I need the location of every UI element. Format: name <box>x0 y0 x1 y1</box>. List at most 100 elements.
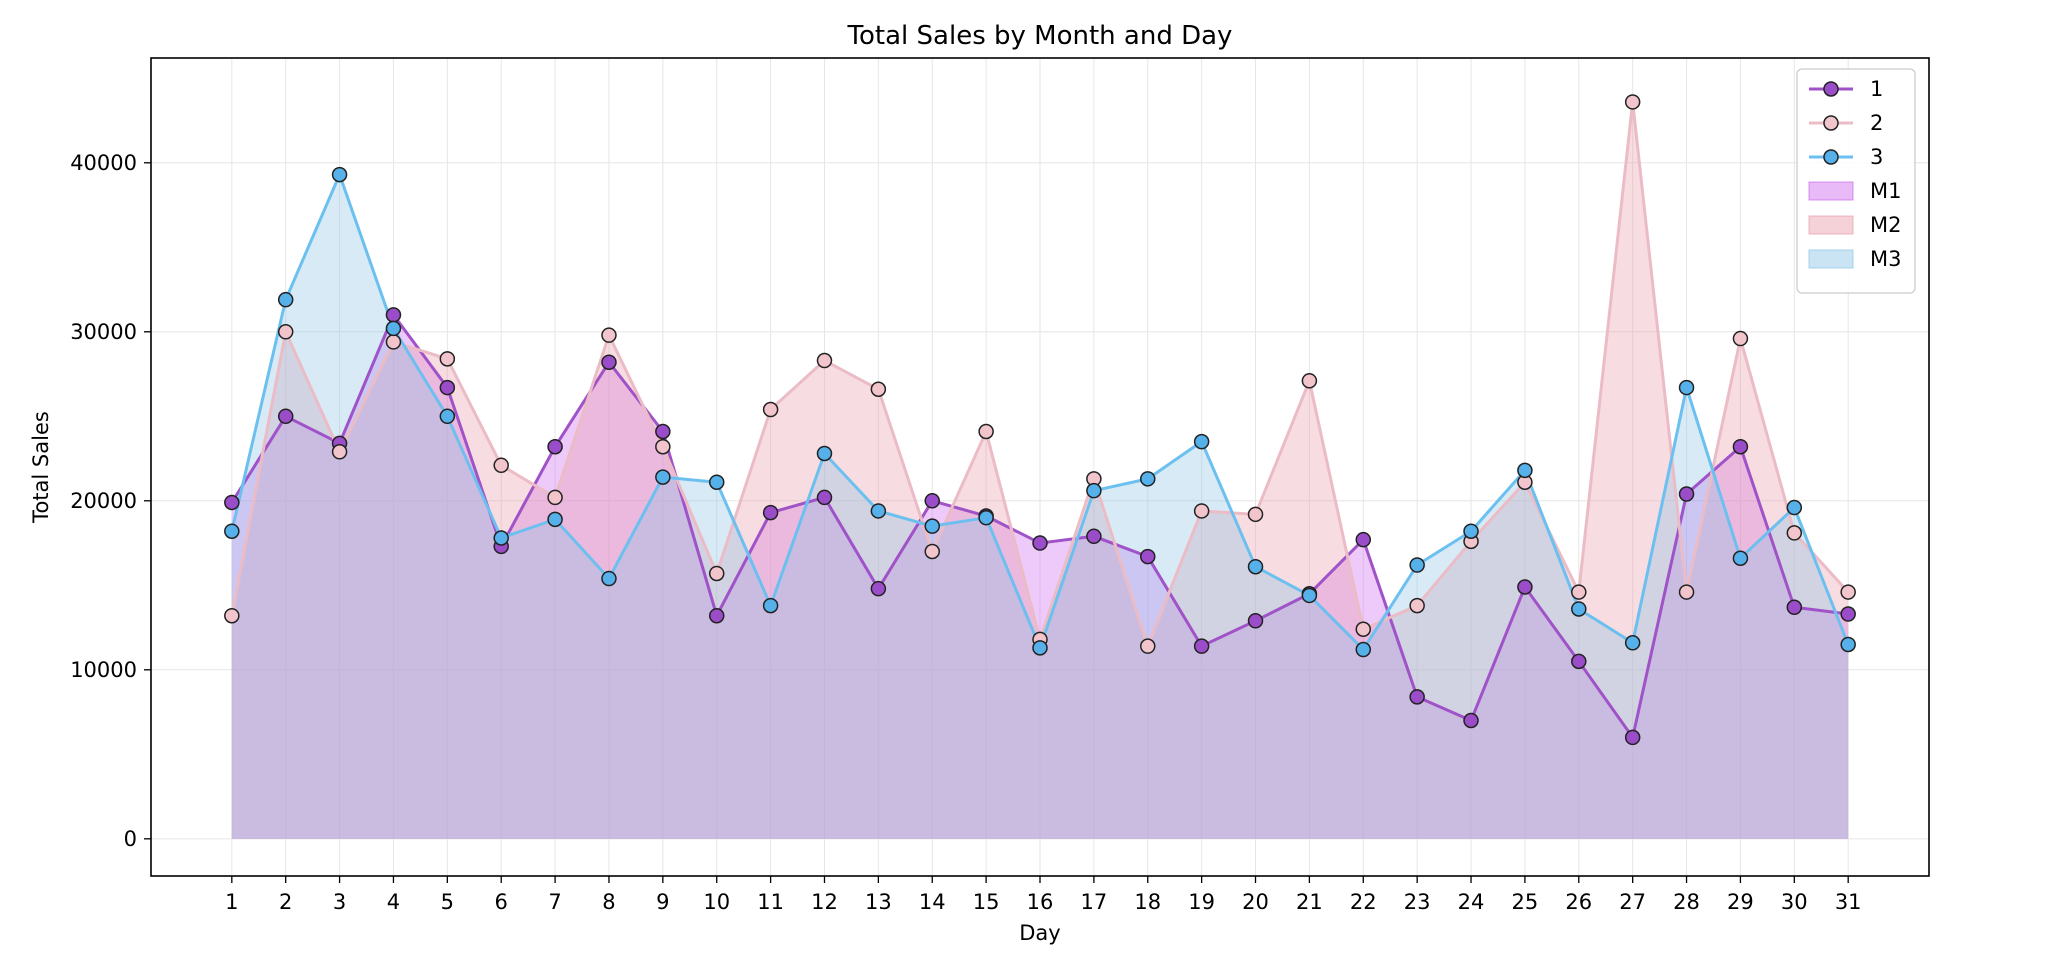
x-tick-label: 21 <box>1296 890 1323 914</box>
data-point-series-3 <box>655 469 671 485</box>
data-point-series-3 <box>1247 558 1264 575</box>
x-tick-label: 25 <box>1512 890 1539 914</box>
data-point-series-2 <box>924 543 940 560</box>
x-tick-label: 29 <box>1727 890 1754 914</box>
legend-label-fill-M3: M3 <box>1870 247 1901 271</box>
data-point-series-2 <box>1301 373 1318 389</box>
data-point-series-3 <box>1032 640 1048 656</box>
chart-title: Total Sales by Month and Day <box>847 21 1233 51</box>
x-tick-label: 19 <box>1188 890 1215 914</box>
data-point-series-2 <box>493 457 509 474</box>
legend-fill-swatch <box>1808 181 1854 201</box>
legend-marker-swatch <box>1823 149 1839 165</box>
x-tick-label: 15 <box>973 890 1000 914</box>
data-point-series-2 <box>655 438 671 455</box>
data-point-series-2 <box>762 401 779 418</box>
data-point-series-3 <box>1086 482 1102 499</box>
data-point-series-1 <box>1517 579 1533 595</box>
data-point-series-1 <box>924 493 940 509</box>
x-axis-title: Day <box>1019 921 1060 945</box>
data-point-series-3 <box>1624 635 1641 651</box>
data-point-series-2 <box>1140 638 1156 654</box>
data-point-series-1 <box>1840 606 1856 622</box>
data-point-series-1 <box>708 607 725 624</box>
x-tick-label: 26 <box>1565 890 1592 914</box>
data-point-series-3 <box>439 408 456 425</box>
tick-layer: 1 2 3 4 5 6 7 8 9 10 11 12 13 14 15 16 17 18 19 20 21 22 23 24 2… <box>70 151 1861 914</box>
data-point-series-2 <box>601 327 617 343</box>
data-point-series-2 <box>277 324 294 340</box>
data-point-series-1 <box>1786 599 1803 616</box>
data-point-series-3 <box>1355 641 1372 658</box>
x-tick-label: 18 <box>1134 890 1161 914</box>
data-point-series-2 <box>385 334 402 350</box>
x-tick-label: 30 <box>1781 890 1808 914</box>
data-point-series-3 <box>277 291 294 308</box>
data-point-series-2 <box>1732 330 1749 347</box>
y-tick-label: 0 <box>124 827 137 851</box>
marker-layer <box>224 94 1856 746</box>
data-point-series-1 <box>1624 729 1641 746</box>
legend: 1 2 3 M1 M2 M3 <box>1796 68 1916 294</box>
data-point-series-2 <box>547 489 563 506</box>
data-point-series-3 <box>762 597 779 614</box>
legend-label-series-3: 3 <box>1870 145 1883 169</box>
y-tick-label: 20000 <box>70 489 137 513</box>
legend-fill-swatch <box>1808 249 1854 269</box>
data-point-series-1 <box>1247 613 1264 629</box>
data-point-series-3 <box>331 166 348 183</box>
data-point-series-3 <box>1140 471 1156 487</box>
x-tick-label: 31 <box>1835 890 1862 914</box>
series-area-m2 <box>231 101 1849 839</box>
data-point-series-3 <box>1786 499 1803 516</box>
x-tick-label: 2 <box>279 890 292 914</box>
legend-marker-swatch <box>1823 81 1839 97</box>
y-tick-label: 10000 <box>70 658 137 682</box>
legend-label-series-1: 1 <box>1870 77 1883 101</box>
data-point-series-1 <box>1571 653 1587 670</box>
x-tick-label: 5 <box>441 890 454 914</box>
data-point-series-2 <box>1355 621 1372 637</box>
data-point-series-2 <box>1624 94 1641 110</box>
data-point-series-3 <box>924 518 940 534</box>
x-tick-label: 23 <box>1404 890 1431 914</box>
data-point-series-2 <box>1678 584 1695 600</box>
series-area-m3 <box>231 174 1849 839</box>
data-point-series-3 <box>224 523 240 539</box>
data-point-series-1 <box>655 423 671 440</box>
data-point-series-3 <box>493 530 509 546</box>
data-point-series-2 <box>1786 525 1803 541</box>
data-point-series-1 <box>601 354 617 370</box>
data-point-series-2 <box>1409 597 1425 614</box>
data-point-series-1 <box>762 504 779 521</box>
x-tick-label: 28 <box>1673 890 1700 914</box>
x-tick-label: 12 <box>811 890 838 914</box>
x-tick-label: 3 <box>333 890 346 914</box>
x-tick-label: 22 <box>1350 890 1377 914</box>
data-point-series-3 <box>1193 433 1210 450</box>
data-point-series-1 <box>277 408 294 425</box>
data-point-series-3 <box>547 511 563 528</box>
data-point-series-3 <box>1732 550 1749 567</box>
data-point-series-3 <box>870 503 887 519</box>
data-point-series-3 <box>1840 636 1856 653</box>
data-point-series-2 <box>1193 503 1210 519</box>
legend-marker-swatch <box>1823 115 1839 131</box>
data-point-series-3 <box>1301 587 1318 604</box>
data-point-series-1 <box>1355 531 1372 548</box>
data-point-series-1 <box>1732 438 1749 455</box>
data-point-series-2 <box>816 352 833 369</box>
data-point-series-2 <box>1247 506 1264 523</box>
data-point-series-1 <box>1193 638 1210 654</box>
x-tick-label: 11 <box>757 890 784 914</box>
y-tick-label: 30000 <box>70 320 137 344</box>
data-point-series-2 <box>439 351 456 367</box>
data-point-series-3 <box>1463 523 1479 539</box>
data-point-series-1 <box>1463 712 1479 729</box>
data-point-series-2 <box>1571 584 1587 600</box>
data-point-series-1 <box>1086 528 1102 545</box>
x-tick-label: 7 <box>548 890 561 914</box>
